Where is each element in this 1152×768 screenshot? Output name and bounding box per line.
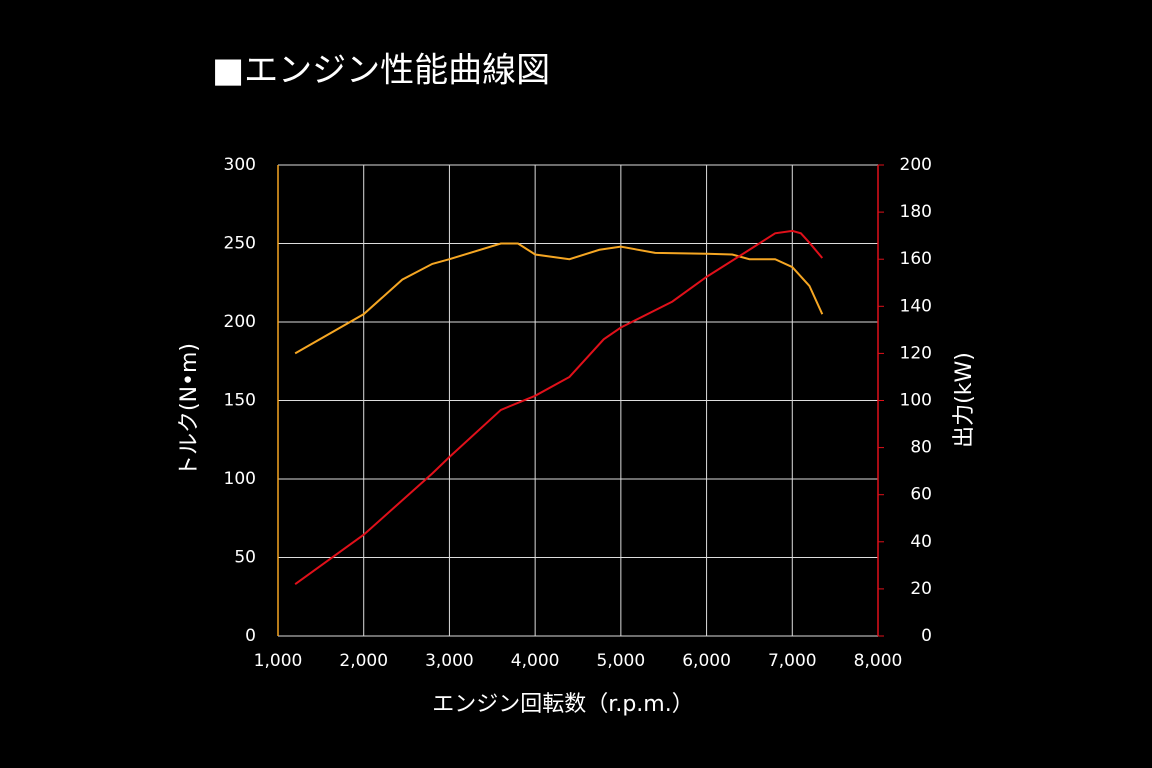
y2-tick-label: 60: [910, 485, 932, 505]
y2-axis-label: 出力(kW): [952, 352, 977, 448]
x-tick-label: 3,000: [425, 651, 474, 671]
y2-tick-label: 80: [910, 438, 932, 458]
x-tick-label: 4,000: [511, 651, 560, 671]
x-tick-label: 5,000: [597, 651, 646, 671]
y2-tick-label: 20: [910, 579, 932, 599]
y2-tick-label: 120: [900, 343, 932, 363]
series-line: [294, 229, 824, 586]
y2-tick-label: 0: [921, 626, 932, 646]
y2-tick-label: 100: [900, 391, 932, 411]
x-axis-label: エンジン回転数（r.p.m.）: [432, 692, 693, 717]
y-tick-label: 300: [224, 155, 256, 175]
y-axis-label: トルク(N•m): [177, 343, 202, 477]
y-tick-label: 250: [224, 234, 256, 254]
x-tick-label: 6,000: [682, 651, 731, 671]
y-tick-label: 150: [224, 391, 256, 411]
x-tick-label: 7,000: [768, 651, 817, 671]
y-tick-label: 100: [224, 469, 256, 489]
y-tick-label: 50: [234, 548, 256, 568]
y2-tick-label: 160: [900, 249, 932, 269]
x-tick-label: 8,000: [854, 651, 903, 671]
y-tick-label: 200: [224, 312, 256, 332]
y2-tick-label: 140: [900, 296, 932, 316]
y2-tick-label: 180: [900, 202, 932, 222]
series-line: [294, 242, 824, 355]
x-tick-label: 1,000: [254, 651, 303, 671]
chart-title: ■エンジン性能曲線図: [212, 51, 550, 91]
y2-tick-label: 40: [910, 532, 932, 552]
y2-tick-label: 200: [900, 155, 932, 175]
y-tick-label: 0: [245, 626, 256, 646]
x-tick-label: 2,000: [339, 651, 388, 671]
